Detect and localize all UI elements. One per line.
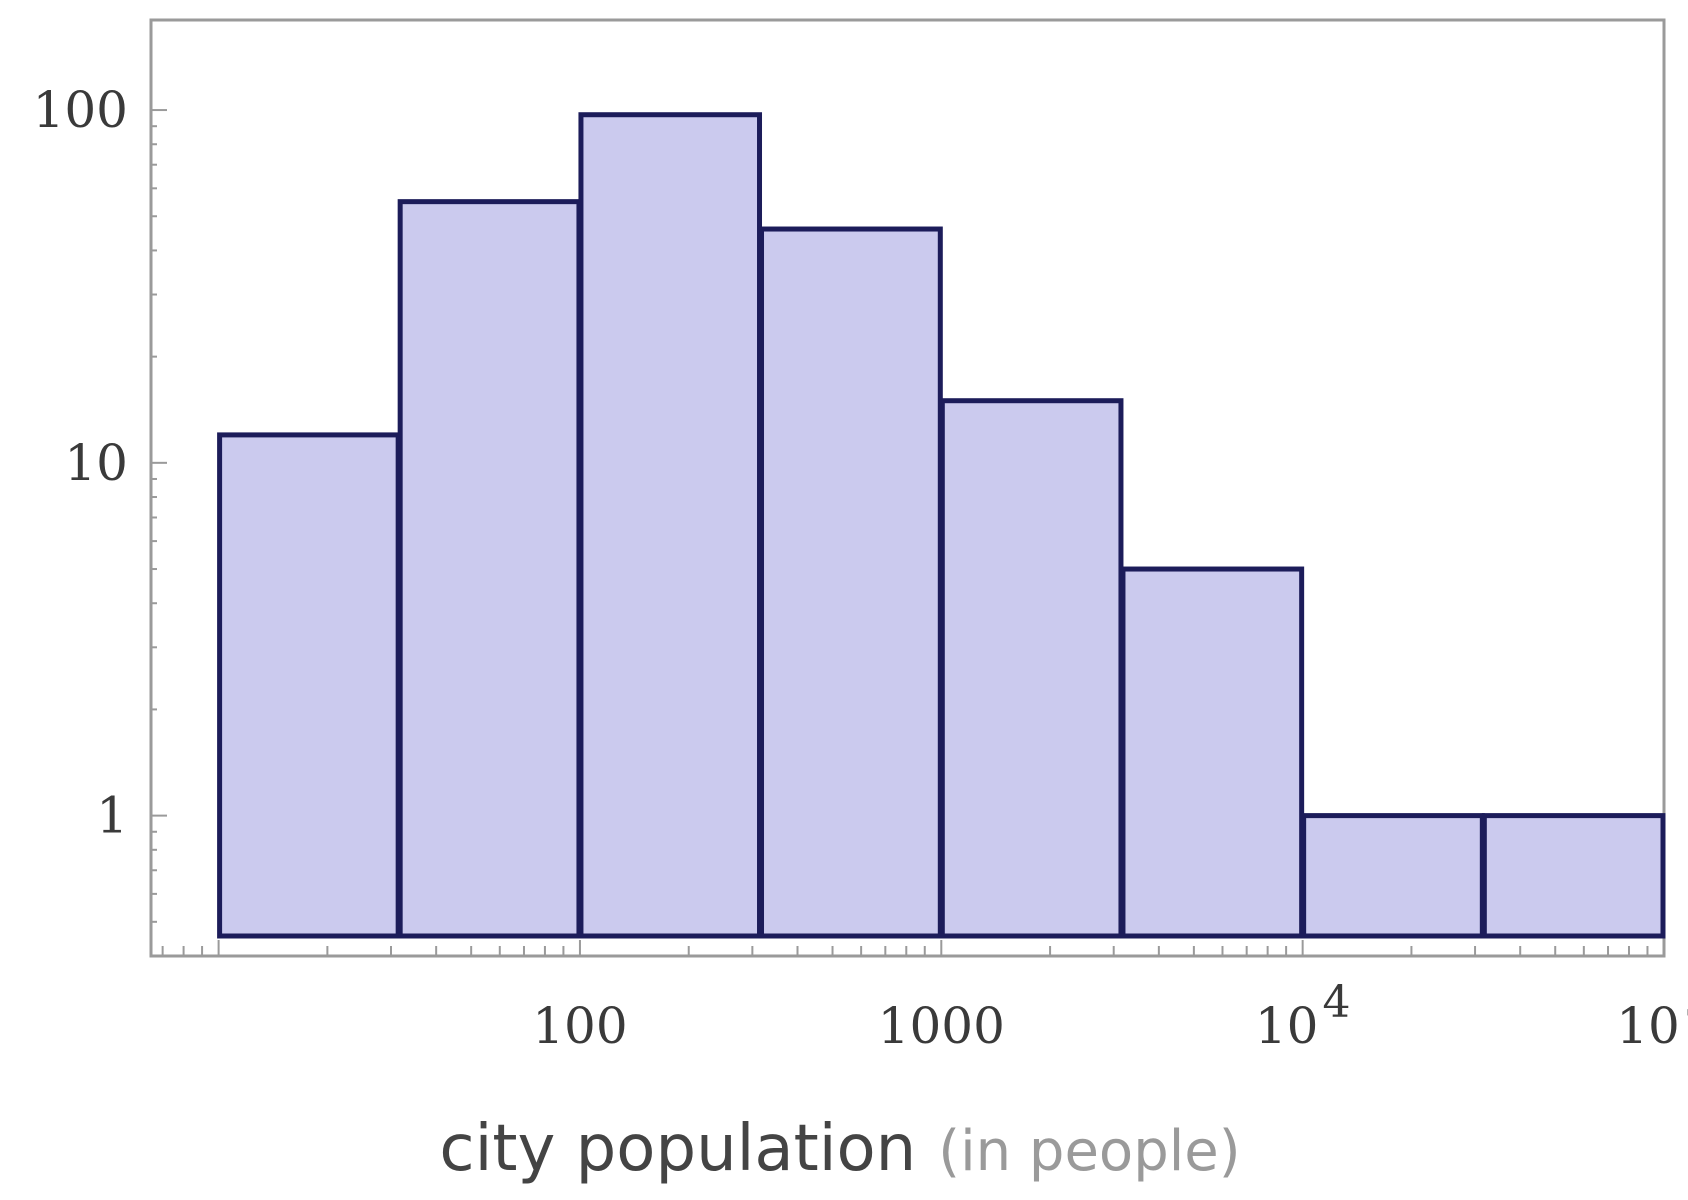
- histogram-bar: [578, 112, 763, 939]
- histogram-bar: [759, 226, 943, 939]
- x-axis-label-note: (in people): [938, 1119, 1240, 1184]
- y-tick-label: 10: [64, 434, 128, 492]
- x-tick-label: 104: [1255, 977, 1351, 1055]
- x-tick-label: 105: [1616, 977, 1688, 1055]
- x-axis-label-main: city population: [439, 1112, 916, 1186]
- y-tick-label: 1: [96, 787, 128, 845]
- x-tick-label: 1000: [878, 997, 1005, 1055]
- histogram-bar: [939, 398, 1124, 939]
- histogram-bar: [217, 432, 401, 939]
- histogram-bar: [397, 199, 582, 939]
- plot-frame: [149, 18, 1666, 958]
- histogram-bar: [1481, 813, 1666, 939]
- histogram-bar: [1120, 566, 1305, 939]
- y-tick-label: 100: [33, 81, 128, 139]
- histogram-bar: [1301, 813, 1485, 939]
- x-tick-label: 100: [532, 997, 627, 1055]
- x-axis-label: city population (in people): [439, 1112, 1240, 1186]
